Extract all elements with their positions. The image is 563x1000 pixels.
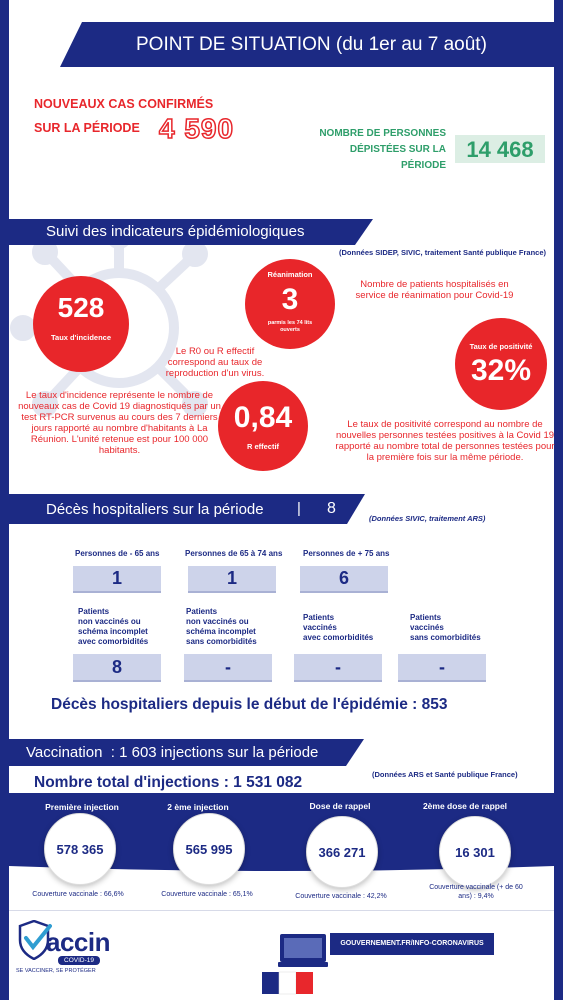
deaths-title: Décès hospitaliers sur la période (46, 501, 264, 518)
age-group-label: Personnes de 65 à 74 ans (185, 549, 283, 558)
vaccination-dose-value: 16 301 (439, 816, 511, 888)
incidence-description: Le taux d'incidence représente le nombre… (18, 390, 221, 456)
reff-value: 0,84 (233, 401, 293, 434)
vaccination-dose-label: Première injection (45, 802, 119, 812)
header-banner (60, 22, 554, 67)
vaccination-dose-coverage: Couverture vaccinale (+ de 60 ans) : 9,4… (429, 884, 523, 900)
reff-description: Le R0 ou R effectif correspond au taux d… (165, 346, 265, 379)
logo-word: accin (46, 927, 111, 957)
deaths-value: 8 (327, 500, 336, 517)
new-cases-label-line2: SUR LA PÉRIODE (34, 121, 140, 135)
positivity-value: 32% (470, 354, 532, 387)
icu-description: Nombre de patients hospitalisés en servi… (355, 279, 514, 301)
logo-slogan: SE VACCINER, SE PROTÉGER (16, 968, 96, 974)
age-group-value-box: 1 (188, 566, 276, 593)
cumulative-deaths: Décès hospitaliers depuis le début de l'… (51, 696, 448, 713)
status-group-value-box: 8 (73, 654, 161, 682)
icu-sublabel: parmis les 74 lits ouverts (267, 320, 313, 333)
screened-label-line1: NOMBRE DE PERSONNES (319, 128, 446, 139)
screened-label-line2: DÉPISTÉES SUR LA (349, 144, 446, 155)
computer-icon (278, 934, 328, 967)
reff-label: R effectif (246, 442, 280, 451)
indicators-source: (Données SIDEP, SIVIC, traitement Santé … (339, 248, 546, 257)
screened-value-box (455, 135, 545, 163)
incidence-value: 528 (57, 292, 105, 323)
vaccination-source: (Données ARS et Santé publique France) (372, 770, 518, 779)
status-group-label: Patients vaccinés sans comorbidités (410, 613, 481, 642)
new-cases-value: 4 590 (158, 112, 235, 145)
incidence-circle: 528 Taux d'incidence (33, 276, 129, 372)
status-group-value-box: - (398, 654, 486, 682)
footer-divider (9, 910, 554, 911)
vaccination-dose-value: 578 365 (44, 813, 116, 885)
vaccination-dose-coverage: Couverture vaccinale : 66,6% (32, 891, 124, 898)
positivity-circle: Taux de positivité 32% (455, 318, 547, 410)
status-group-label: Patients vaccinés avec comorbidités (303, 613, 374, 642)
screened-label-line3: PÉRIODE (400, 160, 446, 171)
deaths-separator: | (297, 500, 301, 517)
gov-link[interactable]: GOUVERNEMENT.FR/INFO-CORONAVIRUS (330, 933, 494, 955)
incidence-label: Taux d'incidence (51, 333, 111, 342)
vaccination-title: Vaccination : 1 603 injections sur la pé… (26, 744, 319, 761)
deaths-banner (9, 494, 365, 524)
icu-value: 3 (281, 283, 299, 316)
vaccin-logo: accin COVID-19 SE VACCINER, SE PROTÉGER (14, 918, 114, 978)
vaccination-total: Nombre total d'injections : 1 531 082 (34, 774, 303, 791)
age-group-value-box: 1 (73, 566, 161, 593)
status-group-value-box: - (184, 654, 272, 682)
vaccination-dose-value: 366 271 (306, 816, 378, 888)
status-group-label: Patients non vaccinés ou schéma incomple… (186, 607, 257, 646)
vaccination-dose-coverage: Couverture vaccinale : 65,1% (161, 891, 253, 898)
indicators-banner (9, 219, 373, 245)
age-group-label: Personnes de - 65 ans (75, 549, 160, 558)
age-group-value-box: 6 (300, 566, 388, 593)
reff-circle: 0,84 R effectif (218, 381, 308, 471)
status-group-value-box: - (294, 654, 382, 682)
shield-check-icon (18, 920, 52, 960)
positivity-description: Le taux de positivité correspond au nomb… (335, 419, 555, 463)
icu-circle: Réanimation 3 parmis les 74 lits ouverts (245, 259, 335, 349)
indicators-title: Suivi des indicateurs épidémiologiques (46, 223, 305, 240)
vaccination-panel-curve (9, 862, 554, 871)
vaccination-dose-label: Dose de rappel (309, 801, 371, 811)
vaccination-dose-coverage: Couverture vaccinale : 42,2% (295, 893, 387, 900)
vaccination-banner (9, 739, 364, 766)
icu-label: Réanimation (267, 270, 313, 279)
page-title: POINT DE SITUATION (du 1er au 7 août) (136, 34, 487, 55)
screened-value: 14 468 (466, 137, 534, 162)
new-cases-label-line1: NOUVEAUX CAS CONFIRMÉS (34, 97, 214, 111)
marianne-logo-icon (262, 971, 313, 995)
positivity-label: Taux de positivité (469, 342, 533, 351)
status-group-label: Patients non vaccinés ou schéma incomple… (78, 607, 149, 646)
vaccination-dose-value: 565 995 (173, 813, 245, 885)
logo-badge: COVID-19 (58, 956, 100, 965)
age-group-label: Personnes de + 75 ans (303, 549, 390, 558)
deaths-source: (Données SIVIC, traitement ARS) (369, 514, 486, 523)
vaccination-dose-label: 2 ème injection (167, 802, 229, 812)
vaccination-dose-label: 2ème dose de rappel (422, 801, 508, 811)
